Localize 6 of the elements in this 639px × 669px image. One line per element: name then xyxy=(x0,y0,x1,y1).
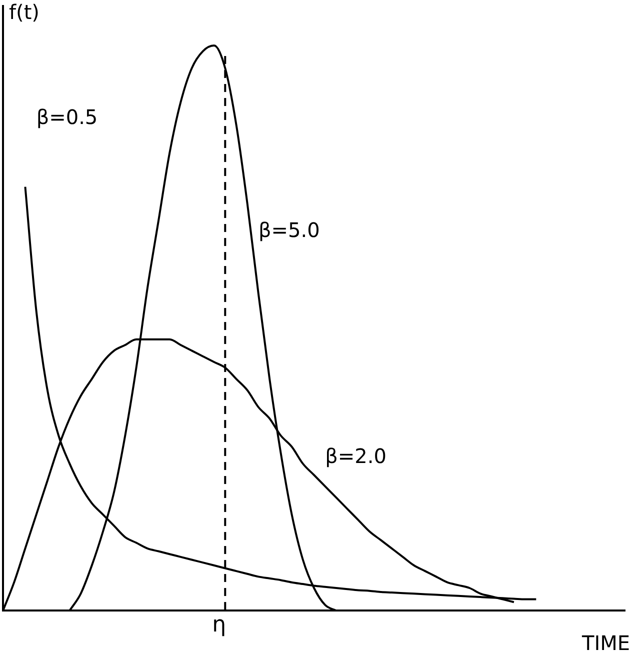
x-axis-title: TIME xyxy=(580,630,630,655)
text: η xyxy=(212,612,226,638)
y-axis-title: f(t) xyxy=(9,0,40,24)
series-label: β=5.0 xyxy=(258,218,320,242)
text: β=0.5 xyxy=(36,105,98,130)
series-label: β=2.0 xyxy=(325,444,386,468)
